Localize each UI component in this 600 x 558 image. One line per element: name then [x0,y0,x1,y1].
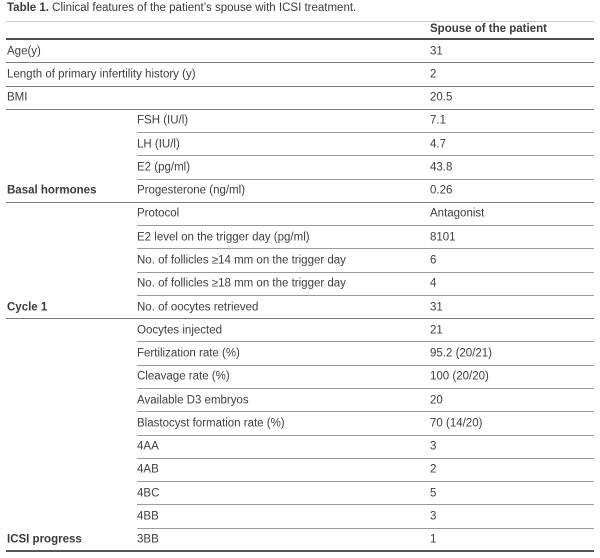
column-header-spouse-of-the-patient: Spouse of the patient [430,23,547,35]
row-attribute: Fertilization rate (%) [137,347,240,360]
row-group-label: Length of primary infertility history (y… [7,68,196,81]
row-group-label: Cycle 1 [7,300,48,313]
row-value: 7.1 [430,114,446,127]
table-row: BMI 20.5 [6,87,594,110]
row-attribute: Cleavage rate (%) [137,370,230,383]
table-row: Fertilization rate (%) 95.2 (20/21) [6,342,594,366]
table-row: 4AB 2 [6,459,594,483]
row-value: 2 [430,463,437,476]
row-value: 6 [430,254,437,267]
row-attribute: 4AA [137,440,159,453]
row-value: 0.26 [430,184,453,197]
row-group-label: Age(y) [7,44,41,57]
row-separator-line [137,248,594,250]
row-value: 5 [430,486,437,499]
table-row: LH (IU/l) 4.7 [6,133,594,157]
row-separator-line [137,132,594,134]
row-separator-line [6,549,594,552]
table-caption-text: Clinical features of the patient’s spous… [52,2,357,14]
row-value: 4.7 [430,137,446,150]
row-attribute: Progesterone (ng/ml) [137,184,246,197]
row-attribute: FSH (IU/l) [137,114,189,127]
row-separator-line [6,201,594,203]
row-attribute: No. of follicles ≥18 mm on the trigger d… [137,277,346,290]
row-value: 70 (14/20) [430,417,483,430]
row-attribute: E2 (pg/ml) [137,161,191,174]
table-row: No. of follicles ≥18 mm on the trigger d… [6,273,594,296]
row-attribute: 4AB [137,463,159,476]
row-separator-line [137,527,594,529]
table-row: ICSI progress 3BB 1 [6,529,594,552]
table-caption: Table 1. Clinical features of the patien… [7,2,356,14]
row-attribute: No. of oocytes retrieved [137,300,259,313]
row-separator-line [137,155,594,157]
table-row: Blastocyst formation rate (%) 70 (14/20) [6,412,594,436]
table-row: Length of primary infertility history (y… [6,63,594,87]
row-value: 31 [430,44,443,57]
table-row: Cycle 1 No. of oocytes retrieved 31 [6,296,594,320]
row-value: 8101 [430,231,456,243]
table-row: No. of follicles ≥14 mm on the trigger d… [6,249,594,273]
table-row: Protocol Antagonist [6,203,594,227]
row-attribute: LH (IU/l) [137,137,180,150]
row-value: 31 [430,300,443,313]
row-separator-line [137,225,594,227]
table-row: Basal hormones Progesterone (ng/ml) 0.26 [6,180,594,203]
row-attribute: 4BB [137,510,159,523]
row-attribute: Protocol [137,207,180,220]
row-separator-line [6,318,594,320]
row-value: 2 [430,68,437,81]
row-separator-line [137,271,594,273]
row-attribute: Available D3 embryos [137,393,249,406]
clinical-features-table: Spouse of the patient Age(y) 31 Length o… [6,21,594,552]
table-row: 4AA 3 [6,436,594,459]
row-separator-line [6,108,594,110]
row-separator-line [137,504,594,506]
row-value: 20 [430,393,443,406]
row-separator-line [137,457,594,459]
row-separator-line [137,434,594,436]
row-attribute: Blastocyst formation rate (%) [137,417,285,430]
row-separator-line [137,411,594,413]
table-row: E2 level on the trigger day (pg/ml) 8101 [6,226,594,250]
row-attribute: No. of follicles ≥14 mm on the trigger d… [137,254,346,267]
row-value: 3 [430,440,437,453]
row-value: 4 [430,277,437,290]
row-value: 95.2 (20/21) [430,347,493,360]
row-group-label: BMI [7,91,28,104]
row-group-label: ICSI progress [7,533,82,546]
row-attribute: 3BB [137,533,159,546]
row-separator-line [137,364,594,366]
row-value: 21 [430,324,443,337]
row-value: 100 (20/20) [430,370,489,383]
row-separator-line [137,341,594,343]
table-row: FSH (IU/l) 7.1 [6,110,594,134]
row-separator-line [137,178,594,180]
row-attribute: E2 level on the trigger day (pg/ml) [137,231,310,243]
row-separator-line [6,62,594,64]
row-value: 43.8 [430,161,453,174]
row-separator-line [137,481,594,483]
row-value: 3 [430,510,437,523]
table-body: Age(y) 31 Length of primary infertility … [6,40,594,552]
row-separator-line [137,294,594,296]
table-row: Age(y) 31 [6,40,594,64]
table-caption-label: Table 1. [7,2,49,14]
table-header-row: Spouse of the patient [6,22,594,40]
row-separator-line [6,85,594,87]
table-row: Cleavage rate (%) 100 (20/20) [6,366,594,389]
table-row: 4BC 5 [6,482,594,506]
table-row: 4BB 3 [6,505,594,529]
row-attribute: 4BC [137,486,160,499]
row-value: Antagonist [430,207,485,220]
table-row: E2 (pg/ml) 43.8 [6,156,594,180]
row-value: 1 [430,533,437,546]
table-row: Oocytes injected 21 [6,319,594,343]
row-value: 20.5 [430,91,453,104]
row-separator-line [137,387,594,389]
table-row: Available D3 embryos 20 [6,389,594,413]
row-attribute: Oocytes injected [137,324,223,337]
row-group-label: Basal hormones [7,184,97,197]
